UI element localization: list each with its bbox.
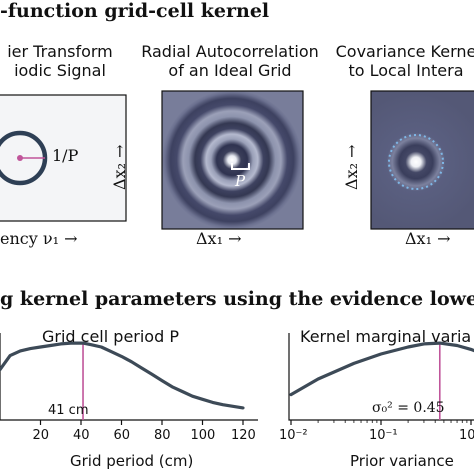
chart2-xtick-label: 10⁻²	[279, 428, 308, 443]
chart1-marker-label: 41 cm	[48, 403, 89, 418]
chart1-xlabel: Grid period (cm)	[70, 452, 194, 470]
autocorr-title-line1: Radial Autocorrelation	[141, 42, 319, 61]
fourier-xlabel: ency ν₁ →	[0, 229, 78, 248]
section-b-title: g kernel parameters using the evidence l…	[0, 288, 474, 310]
autocorr-annotation: P	[235, 172, 246, 190]
chart2-xtick-label: 10⁰	[459, 428, 474, 443]
chart1-axes	[0, 333, 258, 421]
covariance-cutoff-ring	[388, 134, 444, 190]
chart2-series-line	[289, 341, 474, 397]
covariance-image	[370, 90, 474, 230]
autocorr-xlabel: Δx₁ →	[196, 229, 242, 248]
covariance-ylabel: Δx₂ →	[342, 144, 361, 190]
section-a-title: -function grid-cell kernel	[0, 0, 270, 22]
chart1-xtick-label: 100	[190, 428, 216, 443]
chart1-xtick-label: 20	[32, 428, 50, 443]
autocorr-panel	[161, 90, 304, 230]
chart1-xtick-label: 40	[73, 428, 90, 443]
chart1-xtick-label: 120	[231, 428, 256, 443]
chart1-xtick-label: 60	[113, 428, 131, 443]
covariance-title-line2: to Local Intera	[348, 61, 464, 80]
covariance-xlabel: Δx₁ →	[405, 229, 451, 248]
chart1-xtick-label: 80	[154, 428, 171, 443]
chart2-xtick-label: 10⁻¹	[369, 428, 398, 443]
autocorr-ylabel: Δx₂ →	[110, 144, 129, 190]
covariance-title-line1: Covariance Kerne	[335, 42, 474, 61]
covariance-panel	[370, 90, 474, 230]
covariance-panel-title: Covariance Kerne to Local Intera	[326, 42, 474, 80]
autocorr-title-line2: of an Ideal Grid	[168, 61, 292, 80]
fourier-title-line2: iodic Signal	[14, 61, 106, 80]
fourier-title-line1: ier Transform	[7, 42, 113, 61]
fourier-panel	[0, 94, 127, 222]
chart2-title: Kernel marginal varia	[300, 327, 472, 346]
fourier-annotation: 1/P	[52, 146, 79, 165]
chart-grid-period	[0, 333, 258, 425]
chart2-xlabel: Prior variance	[350, 452, 454, 470]
chart1-title: Grid cell period P	[42, 327, 179, 346]
chart2-axes	[288, 333, 474, 421]
autocorr-period-bracket	[231, 163, 250, 170]
fourier-panel-title: ier Transform iodic Signal	[0, 42, 130, 80]
fourier-center-dot	[17, 155, 23, 161]
autocorr-panel-title: Radial Autocorrelation of an Ideal Grid	[130, 42, 330, 80]
chart2-marker-label: σ₀² = 0.45	[372, 400, 445, 416]
chart1-series-line	[0, 341, 245, 410]
autocorr-image	[161, 90, 304, 230]
chart-prior-variance	[288, 333, 474, 425]
